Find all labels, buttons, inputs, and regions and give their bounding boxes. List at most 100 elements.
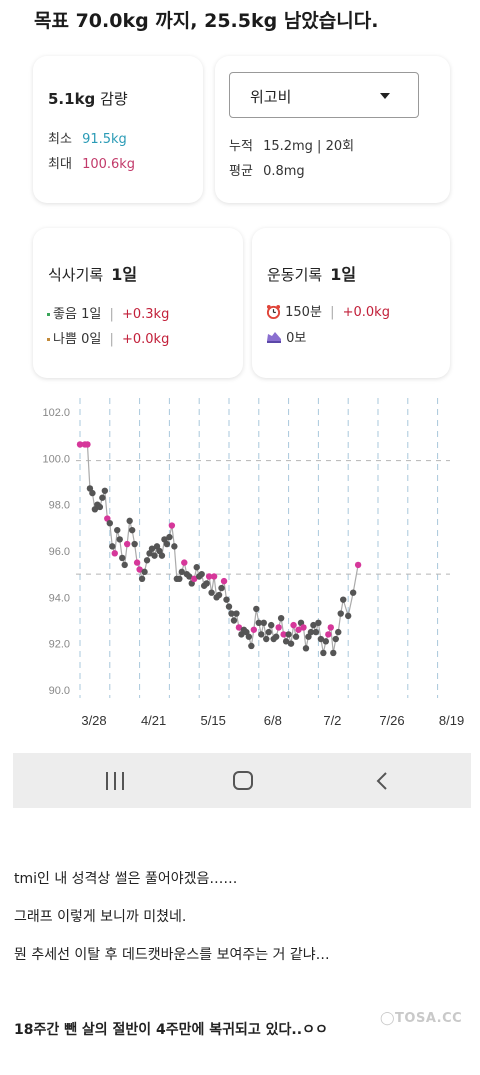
max-weight-label: 최대: [48, 157, 72, 172]
weight-point: [292, 633, 300, 640]
weight-point-highlight: [111, 550, 118, 557]
meal-record-card[interactable]: 식사기록 1일 좋음 1일 | +0.3kg 나쁨 0일 | +0.0kg: [33, 228, 243, 378]
weight-point: [119, 554, 126, 562]
weight-point-highlight: [325, 631, 332, 638]
weight-point-highlight: [84, 441, 91, 448]
weight-point: [248, 642, 255, 650]
meal-bad-change: +0.0kg: [121, 332, 170, 347]
meal-bad-row: 나쁨 0일 | +0.0kg: [47, 328, 169, 347]
weight-point: [332, 635, 339, 643]
x-tick-label: 4/21: [141, 713, 166, 728]
weight-point-highlight: [327, 624, 335, 631]
post-line-2: 그래프 이렇게 보니까 미쳤네.: [14, 909, 187, 925]
weight-point: [166, 533, 173, 541]
exercise-record-card[interactable]: 운동기록 1일 150분 | +0.0kg 0보: [252, 228, 450, 378]
good-dot-icon: [47, 313, 50, 316]
weight-point: [282, 638, 290, 645]
y-tick-label: 98.0: [49, 500, 70, 512]
avg-dose-label: 평균: [229, 164, 253, 179]
weight-point: [258, 631, 265, 638]
max-weight-value: 100.6kg: [82, 157, 136, 172]
min-weight-label: 최소: [48, 132, 72, 147]
y-tick-label: 92.0: [49, 639, 70, 651]
weight-point: [317, 635, 325, 643]
weight-point: [186, 573, 193, 580]
weight-point-highlight: [250, 626, 258, 633]
weight-point: [143, 557, 151, 564]
back-button[interactable]: [373, 772, 393, 790]
weight-loss-label: 감량: [100, 90, 128, 108]
watermark-text: ◯TOSA.CC: [380, 1011, 463, 1026]
home-button[interactable]: [233, 771, 253, 790]
weight-point: [322, 638, 330, 645]
weight-point: [310, 621, 317, 629]
y-tick-label: 96.0: [49, 546, 70, 558]
total-dose-row: 누적 15.2mg | 20회: [229, 135, 354, 154]
weight-point-highlight: [280, 631, 287, 638]
recent-apps-button[interactable]: [106, 772, 126, 790]
weight-point: [151, 552, 158, 559]
y-tick-label: 100.0: [42, 453, 70, 465]
weight-point: [198, 570, 205, 578]
weight-point: [245, 633, 253, 640]
weight-point: [109, 543, 116, 550]
post-line-1: tmi인 내 성격상 썰은 풀어야겠음……: [14, 871, 238, 887]
weight-point-highlight: [354, 561, 362, 569]
weight-point-highlight: [290, 621, 297, 629]
weight-point: [349, 589, 357, 596]
weight-point: [158, 552, 166, 559]
weight-point: [337, 610, 344, 617]
weight-point-highlight: [235, 624, 243, 631]
weight-point: [225, 603, 233, 610]
weight-point-highlight: [133, 559, 141, 566]
separator: |: [109, 332, 114, 347]
medication-select-value: 위고비: [250, 88, 292, 106]
weight-point: [114, 526, 121, 534]
x-tick-label: 5/15: [201, 713, 226, 728]
weight-point: [106, 520, 113, 527]
y-tick-label: 102.0: [42, 407, 70, 419]
weight-point: [307, 628, 315, 636]
meal-record-label: 식사기록: [48, 266, 104, 284]
weight-point: [141, 568, 148, 576]
meal-good-row: 좋음 1일 | +0.3kg: [47, 303, 169, 322]
max-weight-row: 최대 100.6kg: [48, 153, 135, 172]
weight-point: [340, 596, 347, 603]
weight-point: [230, 617, 238, 624]
weight-point: [228, 610, 235, 617]
exercise-time-row: 150분 | +0.0kg: [266, 301, 390, 320]
weight-point-highlight: [136, 566, 143, 573]
weight-summary-card: 5.1kg 감량 최소 91.5kg 최대 100.6kg: [33, 56, 203, 203]
exercise-record-label: 운동기록: [267, 266, 323, 284]
weight-point: [163, 540, 171, 548]
weight-point: [223, 596, 230, 603]
meal-record-count: 1일: [111, 265, 138, 284]
weight-point-highlight: [123, 540, 131, 548]
weight-point-highlight: [300, 624, 307, 631]
weight-point: [255, 619, 262, 627]
weight-point: [128, 526, 136, 534]
medication-select[interactable]: 위고비: [229, 72, 419, 118]
weight-chart: 102.0 100.0 98.0 96.0 94.0 92.0 90.0 3/28 4/21 5/…: [42, 398, 464, 728]
weight-point: [99, 494, 106, 501]
weight-point: [330, 649, 337, 657]
bad-dot-icon: [47, 338, 50, 341]
weight-point: [148, 545, 156, 552]
exercise-record-count: 1일: [330, 265, 357, 284]
post-line-3: 뭔 추세선 이탈 후 데드캣바운스를 보여주는 거 같냐…: [14, 947, 330, 963]
weight-point: [233, 610, 240, 617]
alarm-clock-icon: [266, 304, 281, 319]
weight-point: [320, 649, 327, 657]
weight-point-highlight: [181, 559, 188, 566]
exercise-time-value: 150분: [285, 305, 322, 320]
exercise-steps-value: 0보: [286, 331, 307, 346]
weight-point-highlight: [210, 573, 218, 580]
post-line-4: 18주간 뺀 살의 절반이 4주만에 복귀되고 있다..ㅇㅇ: [14, 1022, 328, 1038]
weight-point: [260, 619, 267, 627]
weight-point-highlight: [275, 624, 282, 631]
weight-point: [335, 628, 342, 636]
weight-point: [131, 540, 138, 548]
weight-loss: 5.1kg 감량: [48, 88, 128, 109]
weight-point: [268, 621, 275, 629]
weight-point: [96, 503, 104, 511]
